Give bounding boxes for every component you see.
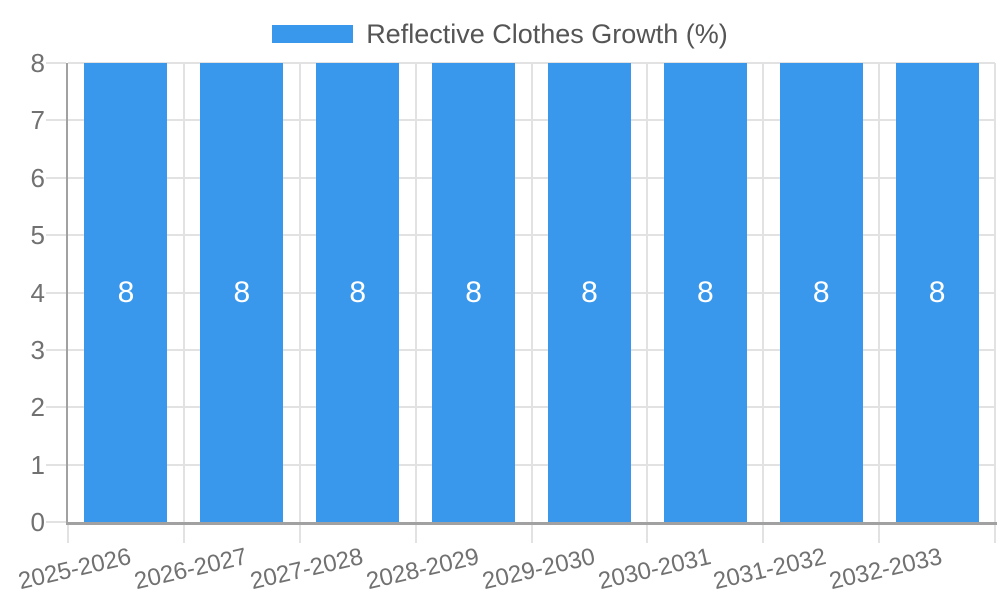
bar-value-label: 8 <box>581 275 598 309</box>
bar[interactable]: 8 <box>84 63 168 522</box>
bar[interactable]: 8 <box>895 63 979 522</box>
y-tick-mark <box>46 348 66 351</box>
chart-legend[interactable]: Reflective Clothes Growth (%) <box>0 14 1000 54</box>
x-tick-label: 2030-2031 <box>595 543 714 596</box>
x-tick-mark <box>67 525 69 543</box>
y-tick-label: 8 <box>30 48 45 78</box>
y-tick-mark <box>46 62 66 64</box>
y-tick-mark <box>46 291 66 294</box>
x-gridline <box>530 63 533 522</box>
x-gridline <box>298 63 301 522</box>
bar-value-label: 8 <box>928 275 946 309</box>
x-gridline <box>994 63 996 522</box>
bar-value-label: 8 <box>812 275 830 309</box>
legend-swatch-icon <box>272 25 354 43</box>
y-tick-mark <box>46 463 66 466</box>
bar-value-label: 8 <box>349 275 367 309</box>
bar[interactable]: 8 <box>316 63 400 522</box>
x-tick-mark <box>762 525 765 543</box>
x-axis-line <box>66 522 997 525</box>
y-tick-label: 6 <box>30 162 45 193</box>
x-gridline <box>878 63 881 522</box>
x-tick-label: 2025-2026 <box>15 543 134 596</box>
bar-value-label: 8 <box>696 275 714 309</box>
bar[interactable]: 8 <box>200 63 284 522</box>
y-tick-label: 7 <box>30 105 45 136</box>
bar-value-label: 8 <box>233 275 251 309</box>
x-gridline <box>762 63 765 522</box>
bar-value-label: 8 <box>117 275 135 309</box>
y-tick-label: 3 <box>30 334 45 365</box>
x-tick-mark <box>878 525 881 543</box>
y-tick-mark <box>46 176 66 179</box>
y-tick-label: 4 <box>30 277 45 308</box>
y-tick-label: 2 <box>30 392 45 423</box>
x-gridline <box>646 63 649 522</box>
x-gridline <box>182 63 185 522</box>
bar[interactable]: 8 <box>779 63 863 522</box>
y-axis-line <box>66 63 68 525</box>
bar[interactable]: 8 <box>547 63 631 522</box>
x-tick-label: 2028-2029 <box>363 543 482 596</box>
x-tick-mark <box>414 525 417 543</box>
x-tick-mark <box>182 525 185 543</box>
y-tick-mark <box>46 234 66 237</box>
x-tick-mark <box>646 525 649 543</box>
x-tick-label: 2026-2027 <box>131 543 250 596</box>
bar[interactable]: 8 <box>663 63 747 522</box>
x-tick-mark <box>994 525 996 543</box>
y-tick-mark <box>46 406 66 409</box>
x-tick-label: 2032-2033 <box>826 543 945 596</box>
y-tick-label: 5 <box>30 220 45 251</box>
plot-area: 8 8 8 8 8 8 8 8 <box>68 62 996 522</box>
legend-label: Reflective Clothes Growth (%) <box>366 19 728 49</box>
bar-value-label: 8 <box>465 275 482 309</box>
y-tick-mark <box>46 119 66 122</box>
y-tick-label: 0 <box>30 507 45 537</box>
x-tick-label: 2029-2030 <box>479 543 598 596</box>
x-tick-mark <box>530 525 533 543</box>
x-tick-mark <box>298 525 301 543</box>
x-tick-label: 2027-2028 <box>247 543 366 596</box>
bar[interactable]: 8 <box>432 63 516 522</box>
y-tick-mark <box>46 521 66 523</box>
y-tick-label: 1 <box>30 449 45 480</box>
x-tick-label: 2031-2032 <box>711 543 830 596</box>
x-gridline <box>414 63 417 522</box>
